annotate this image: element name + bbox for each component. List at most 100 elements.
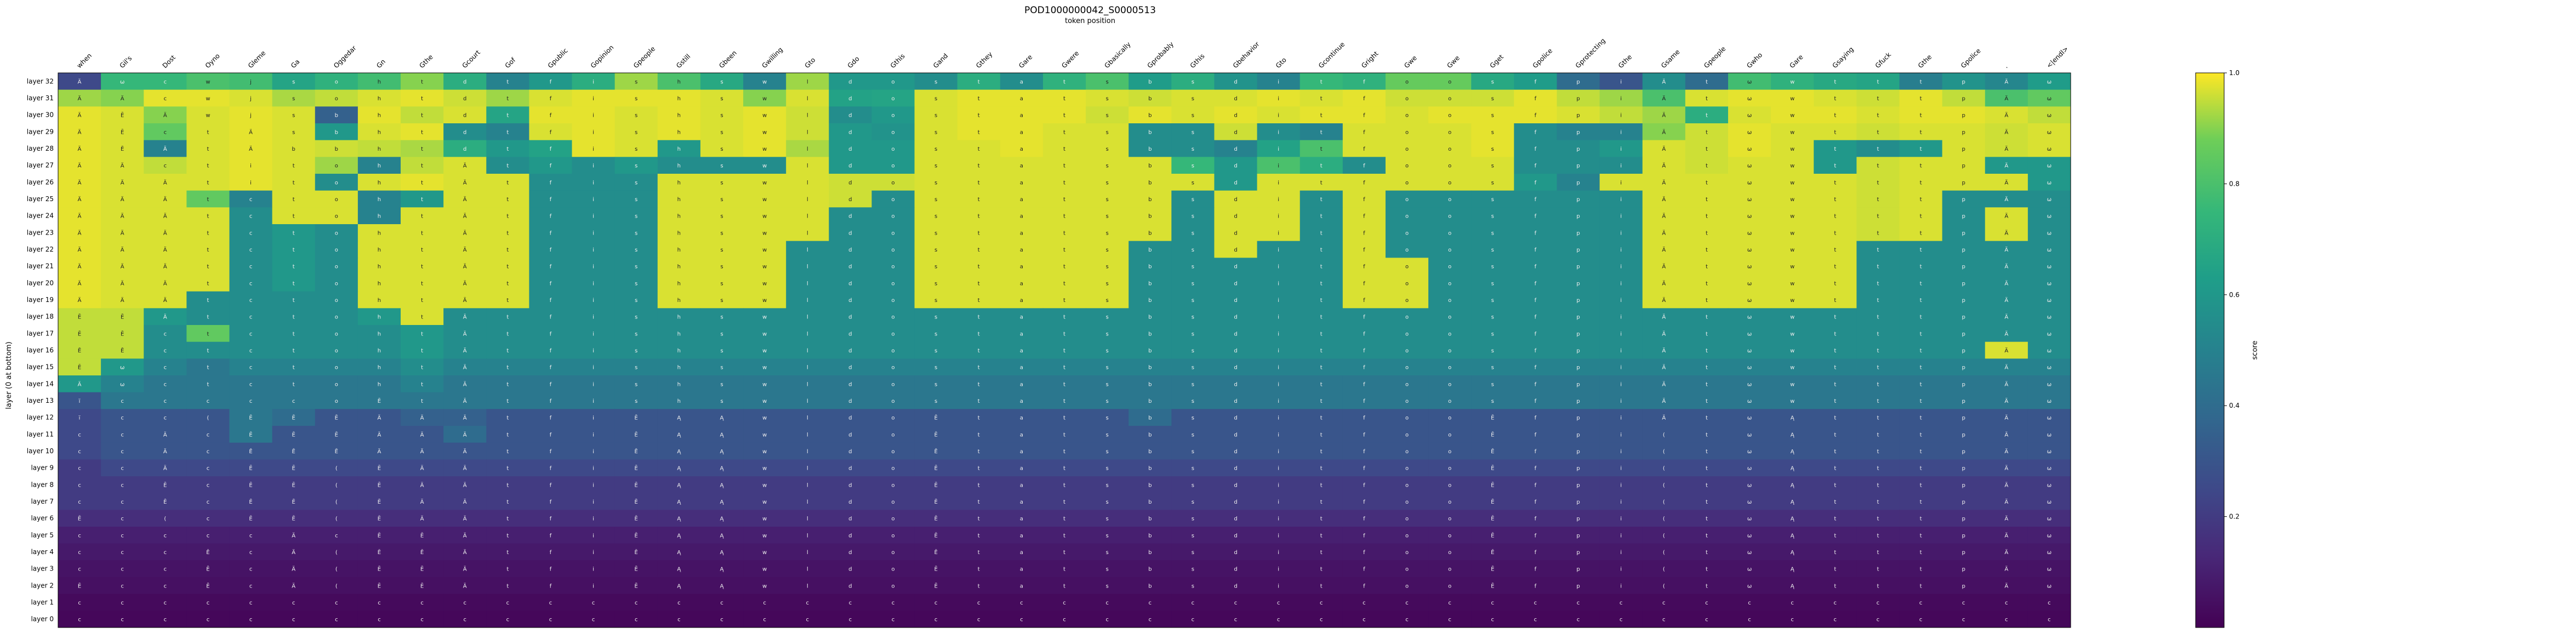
cell-label: p (1962, 79, 1965, 85)
cell-label: Ä (463, 280, 467, 287)
cell-label: c (1149, 600, 1152, 606)
cell-label: w (1790, 129, 1794, 135)
heatmap-cell (1300, 224, 1343, 242)
heatmap-cell (1856, 207, 1900, 225)
cell-label: c (207, 600, 210, 606)
cell-label: t (1063, 583, 1065, 589)
cell-label: p (1576, 214, 1580, 220)
cell-label: s (635, 365, 637, 371)
cell-label: t (1920, 146, 1922, 152)
cell-label: t (1063, 146, 1065, 152)
cell-label: c (249, 247, 253, 253)
heatmap-cell (144, 190, 187, 208)
cell-label: t (421, 214, 423, 220)
heatmap-cell (1899, 157, 1943, 174)
x-tick-label: Gil's (118, 54, 133, 70)
cell-label: t (1063, 381, 1065, 387)
cell-label: t (978, 230, 980, 236)
x-tick-label: Gwe (1445, 54, 1461, 70)
cell-label: a (1020, 146, 1023, 152)
cell-label: s (934, 214, 937, 220)
cell-label: t (1877, 449, 1879, 455)
cell-label: s (635, 163, 637, 169)
cell-label: i (1278, 180, 1279, 186)
cell-label: Ä (249, 128, 253, 135)
cell-label: t (1834, 365, 1836, 371)
cell-label: o (1405, 466, 1409, 472)
heatmap-cell (1514, 106, 1557, 124)
cell-label: f (1535, 315, 1537, 321)
cell-label: t (421, 163, 423, 169)
cell-label: Ē (934, 414, 937, 421)
cell-label: c (2048, 600, 2051, 606)
x-tick-label: Ga (289, 58, 301, 70)
heatmap-cell (443, 73, 487, 90)
cell-label: f (550, 583, 552, 589)
cell-label: c (121, 600, 124, 606)
cell-label: Ä (463, 414, 467, 421)
heatmap-cell (1942, 190, 1986, 208)
heatmap-cell (1685, 73, 1729, 90)
colorbar-tick-label: 0.4 (2229, 402, 2239, 409)
cell-label: ( (335, 516, 338, 522)
cell-label: ѡ (1747, 331, 1752, 337)
heatmap-cell (1214, 207, 1258, 225)
cell-label: t (1920, 214, 1922, 220)
cell-label: t (978, 247, 980, 253)
cell-label: Ē (378, 397, 381, 404)
heatmap-cell (1300, 123, 1343, 141)
cell-label: o (891, 331, 894, 337)
cell-label: d (1234, 567, 1237, 573)
heatmap-cell (144, 174, 187, 191)
heatmap-cell (1086, 89, 1129, 107)
cell-label: l (807, 180, 808, 186)
cell-label: Ä (1662, 380, 1666, 387)
cell-label: s (1192, 146, 1194, 152)
cell-label: t (1877, 348, 1879, 354)
cell-label: t (1063, 214, 1065, 220)
heatmap-cell (1300, 73, 1343, 90)
x-tick-label: Dost (161, 54, 178, 70)
cell-label: o (1448, 567, 1451, 573)
heatmap-cell (786, 140, 829, 157)
cell-label: f (1535, 298, 1537, 304)
cell-label: w (1790, 247, 1794, 253)
heatmap-cell (1385, 89, 1429, 107)
cell-label: t (1706, 264, 1708, 270)
heatmap-cell (1599, 73, 1643, 90)
cell-label: d (1234, 331, 1237, 337)
cell-label: ( (1663, 516, 1665, 522)
cell-label: t (1920, 499, 1922, 505)
y-tick-label: layer 26 (27, 178, 54, 186)
cell-label: t (978, 197, 980, 203)
x-tick-label: Gleme (247, 49, 267, 70)
heatmap-cell (1042, 190, 1086, 208)
heatmap-cell (1642, 207, 1686, 225)
cell-label: d (1234, 550, 1237, 556)
cell-label: s (292, 79, 295, 85)
cell-label: w (762, 96, 767, 102)
cell-label: h (677, 381, 681, 387)
cell-label: f (550, 348, 552, 354)
heatmap-cell (1728, 174, 1771, 191)
cell-label: ѡ (120, 381, 124, 387)
cell-label: t (1706, 113, 1708, 119)
cell-label: s (934, 247, 937, 253)
cell-label: Ą (1791, 482, 1795, 488)
cell-label: Ē (934, 448, 937, 455)
cell-label: s (934, 381, 937, 387)
cell-label: l (807, 230, 808, 236)
cell-label: t (1877, 415, 1879, 421)
cell-label: Ē (78, 347, 81, 354)
cell-label: ѡ (1747, 432, 1752, 438)
cell-label: a (1020, 516, 1023, 522)
cell-label: t (1063, 113, 1065, 119)
cell-label: d (848, 533, 852, 539)
cell-label: t (1834, 79, 1836, 85)
cell-label: o (335, 214, 338, 220)
cell-label: Ä (163, 196, 167, 203)
cell-label: w (762, 331, 767, 337)
heatmap-cell (1642, 224, 1686, 242)
heatmap-cell (1942, 73, 1986, 90)
cell-label: c (1063, 617, 1066, 623)
